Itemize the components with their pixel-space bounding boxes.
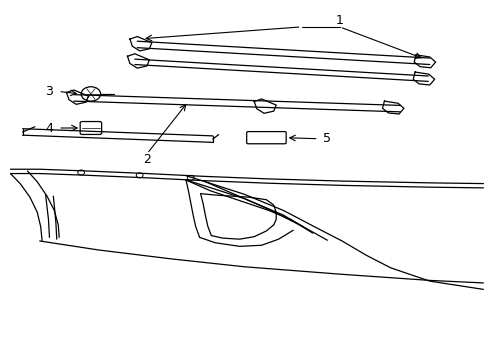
- Text: 3: 3: [45, 85, 53, 98]
- FancyBboxPatch shape: [246, 132, 285, 144]
- Text: 4: 4: [45, 122, 53, 135]
- Circle shape: [136, 173, 143, 178]
- FancyBboxPatch shape: [80, 122, 102, 134]
- Circle shape: [187, 175, 194, 180]
- Text: 5: 5: [323, 132, 331, 145]
- Text: 2: 2: [143, 153, 151, 166]
- Circle shape: [81, 87, 101, 101]
- Circle shape: [78, 170, 84, 175]
- Text: 1: 1: [335, 14, 343, 27]
